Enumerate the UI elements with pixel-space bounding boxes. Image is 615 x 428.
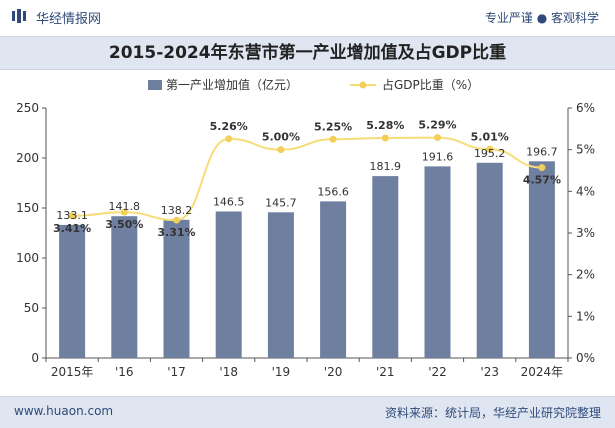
bar-value-label: 191.6	[422, 150, 454, 163]
legend-line-label: 占GDP比重（%）	[382, 77, 479, 92]
data-labels: 133.1 141.8 138.2 146.5 145.7 156.6 181.9 191.6…	[53, 119, 561, 240]
y-left-tick-label: 150	[16, 201, 39, 215]
bar	[267, 212, 294, 358]
legend-line-marker	[359, 81, 367, 89]
ratio-value-label: 5.01%	[471, 130, 509, 143]
bar-value-label: 181.9	[370, 160, 402, 173]
axes: 0 50 100 150 200 250 0% 1% 2% 3% 4% 5% 6% 2015年 '16 '17…	[16, 101, 595, 379]
footer: www.huaon.com 资料来源：统计局，华经产业研究院整理	[0, 396, 615, 428]
bar	[528, 161, 555, 358]
y-right-tick-label: 4%	[576, 184, 595, 198]
y-left-tick-label: 250	[16, 101, 39, 115]
y-left-tick-label: 0	[31, 351, 39, 365]
ratio-value-label: 5.28%	[366, 119, 404, 132]
y-left-tick-label: 50	[24, 301, 39, 315]
x-tick-label: '16	[115, 365, 134, 379]
x-tick-label: '17	[167, 365, 186, 379]
legend-bar-swatch	[148, 80, 162, 90]
tagline: 专业严谨 ● 客观科学	[484, 11, 599, 25]
bar-value-label: 146.5	[213, 196, 245, 209]
ratio-point	[329, 135, 337, 143]
ratio-point	[120, 208, 128, 216]
ratio-point	[277, 146, 285, 154]
ratio-point	[486, 145, 494, 153]
legend-bar-label: 第一产业增加值（亿元）	[166, 77, 298, 92]
ratio-value-label: 5.00%	[262, 131, 300, 144]
bar	[372, 176, 399, 358]
bar	[111, 216, 138, 358]
y-right-tick-label: 1%	[576, 309, 595, 323]
bar-value-label: 145.7	[265, 196, 297, 209]
ratio-point	[538, 164, 546, 172]
ratio-value-label: 5.26%	[210, 120, 248, 133]
logo-icon	[12, 9, 26, 23]
y-left-tick-label: 100	[16, 251, 39, 265]
bar-value-label: 195.2	[474, 147, 506, 160]
ratio-value-label: 3.41%	[53, 222, 91, 235]
ratio-point	[173, 216, 180, 224]
bar	[320, 201, 347, 358]
ratio-value-label: 5.29%	[418, 119, 456, 132]
chart: 第一产业增加值（亿元） 占GDP比重（%） 0 50 100 150 200 250 0% 1…	[16, 77, 595, 379]
brand-name: 华经情报网	[36, 12, 102, 27]
bar-value-label: 141.8	[109, 200, 141, 213]
x-tick-label: 2024年	[521, 365, 564, 379]
bar-value-label: 133.1	[56, 209, 88, 222]
footer-website: www.huaon.com	[14, 404, 114, 418]
footer-source: 资料来源：统计局，华经产业研究院整理	[384, 406, 601, 420]
y-right-tick-label: 5%	[576, 143, 595, 157]
x-tick-label: '21	[376, 365, 395, 379]
ratio-point	[225, 135, 233, 143]
y-left-tick-label: 200	[16, 151, 39, 165]
legend: 第一产业增加值（亿元） 占GDP比重（%）	[148, 77, 479, 92]
ratio-line-path	[72, 136, 542, 222]
bar-value-label: 196.7	[526, 145, 558, 158]
bar	[424, 166, 451, 358]
y-right-tick-label: 0%	[576, 351, 595, 365]
ratio-value-label: 3.31%	[157, 226, 195, 239]
bar	[215, 211, 242, 358]
ratio-point	[434, 134, 441, 142]
ratio-value-label: 5.25%	[314, 120, 352, 133]
ratio-value-label: 3.50%	[105, 218, 143, 231]
y-right-tick-label: 6%	[576, 101, 595, 115]
x-tick-label: '19	[272, 365, 291, 379]
bars	[59, 161, 555, 358]
bar-value-label: 156.6	[317, 185, 349, 198]
y-right-tick-label: 2%	[576, 268, 595, 282]
x-tick-label: '23	[480, 365, 499, 379]
x-tick-label: '18	[219, 365, 238, 379]
x-tick-label: 2015年	[51, 365, 94, 379]
x-tick-label: '20	[324, 365, 343, 379]
chart-title: 2015-2024年东营市第一产业增加值及占GDP比重	[0, 36, 615, 70]
ratio-point	[68, 212, 76, 220]
ratio-point	[381, 134, 389, 142]
top-bar: 华经情报网 专业严谨 ● 客观科学	[0, 0, 615, 34]
y-right-tick-label: 3%	[576, 226, 595, 240]
ratio-value-label: 4.57%	[523, 174, 561, 187]
bar	[476, 162, 503, 358]
bar-value-label: 138.2	[161, 204, 193, 217]
ratio-line	[68, 134, 546, 224]
bar	[59, 224, 86, 358]
bar	[163, 219, 190, 358]
x-tick-label: '22	[428, 365, 447, 379]
